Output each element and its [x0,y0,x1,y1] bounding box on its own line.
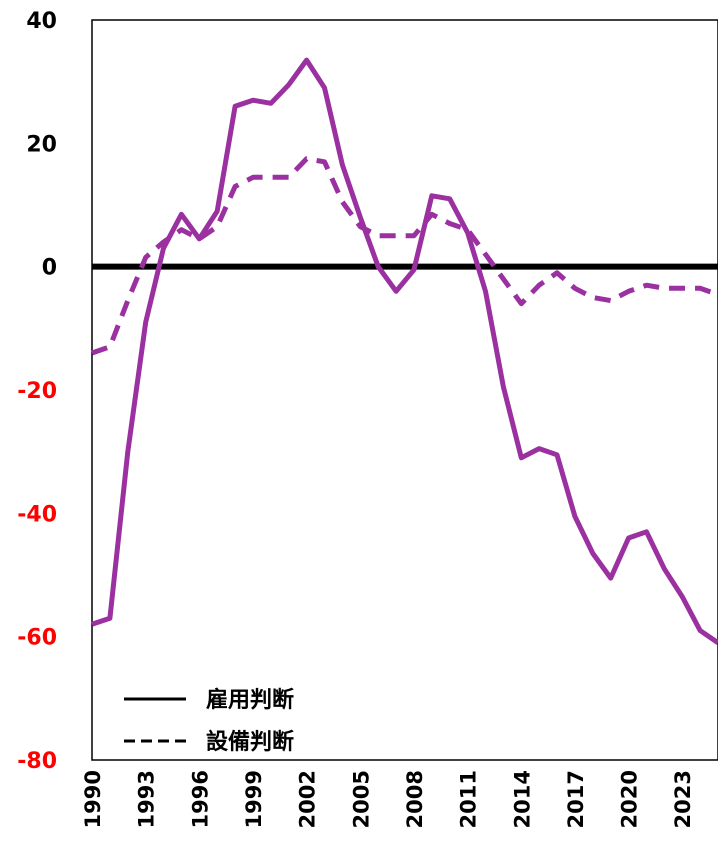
x-tick-label: 1996 [188,770,212,828]
x-tick-label: 1993 [135,770,159,828]
series-layer [91,57,718,645]
x-tick-label: 2011 [457,770,481,828]
x-tick-label: 2014 [510,770,534,828]
x-tick-label: 2017 [564,770,588,828]
y-tick-label: -40 [17,502,57,527]
legend: 雇用判断 設備判断 [124,687,294,755]
y-tick-label: 40 [26,9,57,34]
y-tick-label: 0 [42,256,57,281]
x-tick-label: 1990 [81,770,105,828]
series-line-employment [91,57,718,645]
x-tick-label: 2002 [296,770,320,828]
x-tick-label: 2023 [671,770,695,828]
y-tick-label: -80 [17,749,57,774]
y-axis-ticks: 40 20 0 -20 -40 -60 -80 [17,9,57,774]
x-tick-label: 2008 [403,770,427,828]
y-tick-label: -60 [17,626,57,651]
series-line-equipment [91,156,718,356]
x-tick-label: 2005 [349,770,373,828]
x-axis-ticks: 1990 1993 1996 1999 2002 2005 2008 2011 2014 2017… [81,770,695,828]
x-tick-label: 1999 [242,770,266,828]
x-tick-label: 2020 [618,770,642,828]
y-tick-label: -20 [17,379,57,404]
legend-label-equipment: 設備判断 [206,729,294,755]
y-tick-label: 20 [26,132,57,157]
plot-frame [91,19,718,761]
legend-label-employment: 雇用判断 [206,687,294,713]
